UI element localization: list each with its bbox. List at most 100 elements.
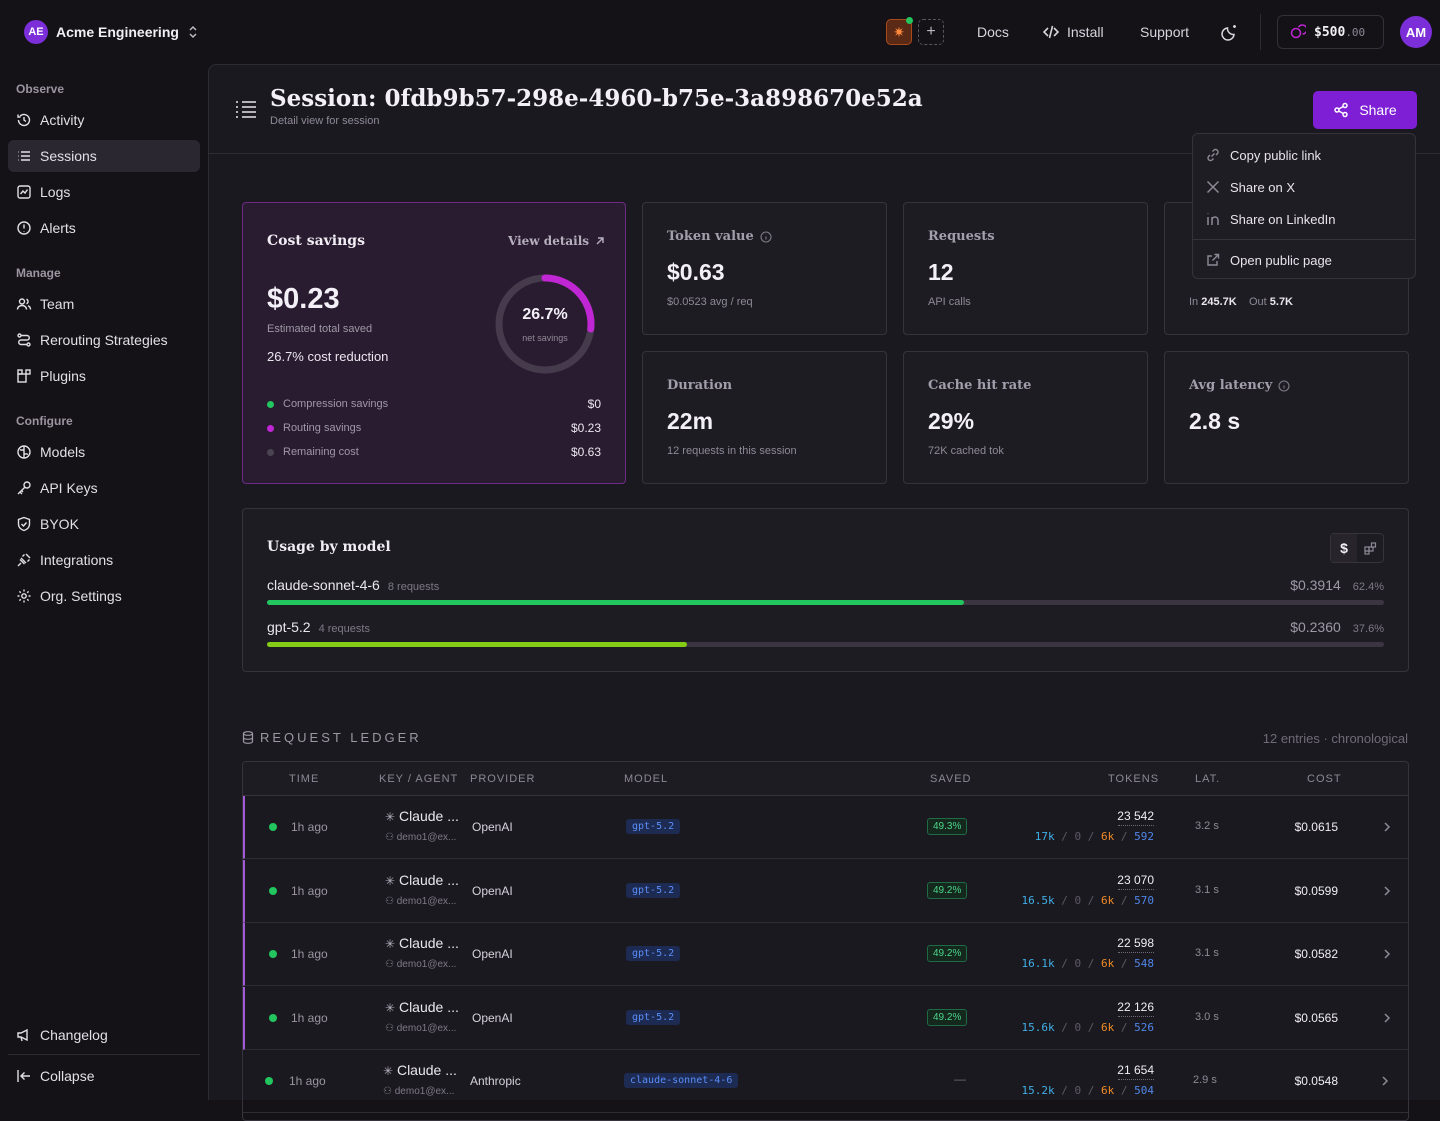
sidebar-item-integrations[interactable]: Integrations <box>8 544 200 576</box>
row-agent: ✳ Claude ... <box>383 1062 457 1078</box>
model-pct: 37.6% <box>1352 623 1384 635</box>
sidebar-item-activity[interactable]: Activity <box>8 104 200 136</box>
col-key-agent[interactable]: KEY / AGENT <box>379 773 459 785</box>
info-icon[interactable] <box>760 230 772 243</box>
menu-icon[interactable] <box>235 100 257 118</box>
sidebar: Observe Activity Sessions Logs Alerts Ma… <box>0 64 208 1100</box>
share-on-linkedin-item[interactable]: Share on LinkedIn <box>1193 204 1415 234</box>
card-label: Duration <box>667 378 733 393</box>
sidebar-label: Sessions <box>40 148 97 164</box>
top-bar: AE Acme Engineering ✷ + Docs Install Sup… <box>0 0 1440 64</box>
spark-icon: ✳ <box>383 1064 394 1078</box>
sidebar-item-byok[interactable]: BYOK <box>8 508 200 540</box>
tokens-toggle[interactable] <box>1357 534 1383 562</box>
col-saved[interactable]: SAVED <box>930 773 972 785</box>
sidebar-item-changelog[interactable]: Changelog <box>8 1019 200 1051</box>
col-model[interactable]: MODEL <box>624 773 669 785</box>
sidebar-label: Changelog <box>40 1027 108 1043</box>
spark-icon: ✳ <box>385 937 396 951</box>
legend-dot <box>267 424 274 432</box>
blocks-icon <box>1363 541 1376 555</box>
sidebar-item-plugins[interactable]: Plugins <box>8 360 200 392</box>
view-details-link[interactable]: View details <box>508 234 605 248</box>
sidebar-item-logs[interactable]: Logs <box>8 176 200 208</box>
row-cost: $0.0615 <box>1294 820 1338 834</box>
table-row[interactable]: 1h ago ✳ Claude ... ⚇ demo1@ex... OpenAI… <box>243 796 1408 859</box>
col-provider[interactable]: PROVIDER <box>470 773 536 785</box>
legend-value: $0.63 <box>570 445 601 459</box>
alert-circle-icon <box>17 221 31 235</box>
sidebar-item-sessions[interactable]: Sessions <box>8 140 200 172</box>
gear-icon <box>17 589 31 603</box>
col-cost[interactable]: COST <box>1307 773 1342 785</box>
legend-value: $0 <box>587 397 601 411</box>
support-link[interactable]: Support <box>1140 24 1190 40</box>
view-details-label: View details <box>508 234 590 248</box>
divider <box>1193 239 1415 240</box>
sidebar-item-team[interactable]: Team <box>8 288 200 320</box>
table-row[interactable]: 1h ago ✳ Claude ... ⚇ demo1@ex... OpenAI… <box>243 923 1408 986</box>
row-tokens-total: 21 654 <box>1117 1063 1154 1077</box>
route-icon <box>17 333 31 347</box>
col-tokens[interactable]: TOKENS <box>1108 773 1160 785</box>
dollar-toggle[interactable]: $ <box>1331 534 1357 562</box>
requests-card: Requests 12 API calls <box>903 202 1148 335</box>
chevron-right-icon[interactable] <box>1380 1075 1390 1087</box>
row-model-badge: claude-sonnet-4-6 <box>624 1073 739 1088</box>
user-avatar[interactable]: AM <box>1400 16 1432 48</box>
code-icon <box>1043 25 1059 39</box>
tokens-underline <box>1118 825 1154 826</box>
chevron-right-icon[interactable] <box>1382 821 1392 833</box>
card-value: 2.8 s <box>1189 408 1241 434</box>
status-dot <box>265 1077 273 1085</box>
credit-balance-button[interactable]: $500.00 <box>1277 15 1384 49</box>
tokens-underline <box>1118 952 1154 953</box>
theme-toggle-icon[interactable] <box>1221 23 1239 41</box>
legend-label: Remaining cost <box>283 446 359 458</box>
sidebar-item-org-settings[interactable]: Org. Settings <box>8 580 200 612</box>
share-on-x-item[interactable]: Share on X <box>1193 172 1415 202</box>
tokens-underline <box>1118 888 1154 890</box>
ledger-meta: 12 entries · chronological <box>1262 731 1408 746</box>
row-user: ⚇ demo1@ex... <box>385 895 457 907</box>
row-latency: 3.2 s <box>1195 820 1219 832</box>
chevron-right-icon[interactable] <box>1382 885 1392 897</box>
share-button[interactable]: Share <box>1313 91 1417 129</box>
share-menu: Copy public link Share on X Share on Lin… <box>1192 133 1416 279</box>
copy-public-link-item[interactable]: Copy public link <box>1193 140 1415 170</box>
docs-link[interactable]: Docs <box>977 24 1009 40</box>
col-time[interactable]: TIME <box>289 773 320 785</box>
org-switcher[interactable]: AE Acme Engineering <box>24 20 199 44</box>
legend-value: $0.23 <box>570 421 601 435</box>
table-row[interactable]: 1h ago ✳ Claude ... ⚇ demo1@ex... Anthro… <box>243 1050 1408 1113</box>
status-dot <box>269 823 277 831</box>
card-label: Requests <box>928 229 995 244</box>
sidebar-item-models[interactable]: Models <box>8 436 200 468</box>
savings-amount: $0.23 <box>267 283 340 315</box>
row-user: ⚇ demo1@ex... <box>385 959 457 970</box>
chevron-right-icon[interactable] <box>1382 1012 1392 1024</box>
sidebar-item-rerouting[interactable]: Rerouting Strategies <box>8 324 200 356</box>
avg-latency-card: Avg latency 2.8 s <box>1164 351 1409 484</box>
table-row[interactable]: 1h ago ✳ Claude ... ⚇ demo1@ex... OpenAI… <box>243 986 1408 1050</box>
usage-by-model-card: Usage by model $ claude-sonnet-4-6 8 req… <box>242 508 1409 672</box>
section-manage: Manage <box>16 266 61 280</box>
table-row[interactable]: 1h ago ✳ Claude ... ⚇ demo1@ex... OpenAI… <box>243 859 1408 923</box>
row-cost: $0.0565 <box>1294 1010 1338 1025</box>
chevron-right-icon[interactable] <box>1382 948 1392 960</box>
col-latency[interactable]: LAT. <box>1195 773 1221 785</box>
duration-card: Duration 22m 12 requests in this session <box>642 351 887 484</box>
sidebar-item-api-keys[interactable]: API Keys <box>8 472 200 504</box>
collapse-button[interactable]: Collapse <box>8 1060 200 1092</box>
install-label: Install <box>1067 24 1104 40</box>
model-name: claude-sonnet-4-6 <box>267 577 380 593</box>
info-icon[interactable] <box>1278 379 1290 392</box>
install-link[interactable]: Install <box>1043 24 1104 40</box>
sidebar-item-alerts[interactable]: Alerts <box>8 212 200 244</box>
open-public-page-item[interactable]: Open public page <box>1193 245 1415 275</box>
usage-bar-fill <box>267 600 964 605</box>
row-agent: ✳ Claude ... <box>385 808 459 824</box>
cost-savings-card: Cost savings View details $0.23 Estimate… <box>242 202 626 484</box>
card-sub: $0.0523 avg / req <box>667 296 753 308</box>
add-agent-button[interactable]: + <box>918 19 944 45</box>
